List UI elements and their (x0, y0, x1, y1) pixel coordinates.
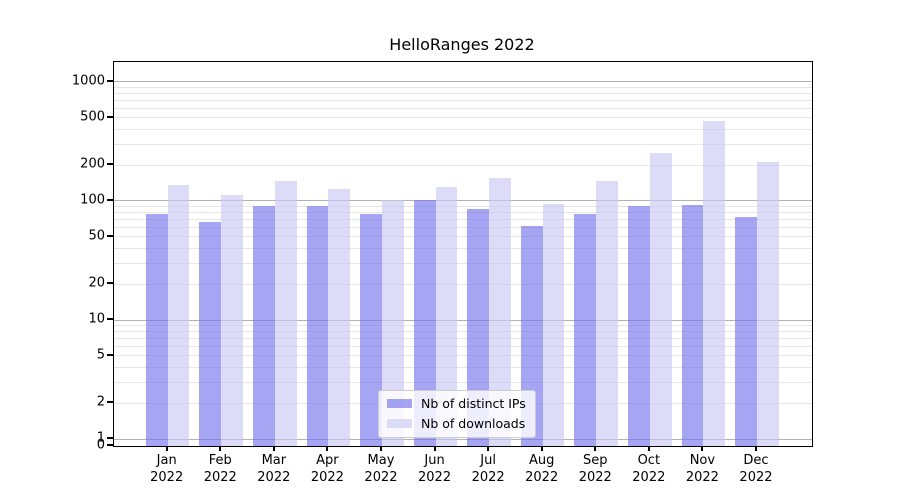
minor-gridline (114, 117, 812, 119)
bar-distinct-ips-jul (467, 208, 490, 446)
bar-distinct-ips-jan (145, 213, 168, 446)
bar-downloads-jun (435, 187, 458, 446)
legend: Nb of distinct IPs Nb of downloads (378, 390, 536, 438)
y-tick-label: 100 (80, 192, 105, 208)
plot-area: Nb of distinct IPs Nb of downloads (113, 61, 813, 447)
x-tick (326, 446, 329, 451)
bar-downloads-dec (756, 161, 779, 446)
x-tick-label: Jun 2022 (418, 453, 452, 485)
bar-downloads-aug (542, 203, 565, 446)
bar-downloads-sep (596, 180, 619, 446)
x-tick (219, 446, 222, 451)
y-tick (107, 115, 113, 118)
minor-gridline (114, 92, 812, 94)
y-tick-label: 1 (96, 430, 105, 446)
x-tick (272, 446, 275, 451)
x-tick-label: Aug 2022 (525, 453, 559, 485)
bar-distinct-ips-sep (574, 214, 597, 446)
x-tick (165, 446, 168, 451)
y-tick-label: 500 (80, 109, 105, 125)
y-tick (107, 318, 113, 321)
x-tick-label: Apr 2022 (310, 453, 344, 485)
y-tick (107, 79, 113, 82)
y-tick (107, 198, 113, 201)
bar-downloads-feb (221, 194, 244, 446)
x-tick (487, 446, 490, 451)
bar-distinct-ips-may (360, 213, 382, 446)
y-tick-label: 2 (96, 394, 105, 410)
major-gridline (114, 81, 812, 83)
y-tick (107, 282, 113, 285)
x-tick (540, 446, 543, 451)
bar-downloads-jul (489, 178, 511, 446)
bar-distinct-ips-dec (735, 217, 757, 446)
bar-downloads-jan (167, 184, 190, 446)
legend-swatch-distinct-ips-icon (387, 399, 412, 408)
y-tick (107, 163, 113, 166)
y-tick (107, 401, 113, 404)
x-tick-label: Mar 2022 (257, 453, 291, 485)
y-tick (107, 444, 113, 446)
y-tick-label: 1000 (71, 73, 105, 89)
bar-distinct-ips-feb (199, 221, 222, 446)
minor-gridline (114, 107, 812, 109)
y-tick-label: 200 (80, 156, 105, 172)
bar-distinct-ips-nov (681, 204, 704, 446)
bar-downloads-oct (649, 152, 672, 446)
bar-distinct-ips-apr (306, 206, 329, 446)
x-tick-label: May 2022 (364, 453, 398, 485)
bar-downloads-may (381, 200, 404, 446)
x-tick (594, 446, 597, 451)
x-tick-label: Feb 2022 (203, 453, 237, 485)
bar-distinct-ips-mar (253, 206, 275, 446)
y-tick-label: 20 (88, 275, 105, 291)
chart-title: HelloRanges 2022 (389, 35, 535, 54)
bar-distinct-ips-oct (628, 206, 650, 446)
y-tick (107, 437, 113, 440)
y-tick-label: 0 (96, 437, 105, 453)
legend-entry-downloads: Nb of downloads (387, 416, 526, 431)
legend-label-distinct-ips: Nb of distinct IPs (421, 396, 526, 411)
x-tick (433, 446, 436, 451)
x-tick (701, 446, 704, 451)
x-tick-label: Sep 2022 (578, 453, 612, 485)
x-tick-label: Dec 2022 (739, 453, 773, 485)
legend-label-downloads: Nb of downloads (421, 416, 526, 431)
legend-entry-distinct-ips: Nb of distinct IPs (387, 396, 526, 411)
x-tick-label: Jul 2022 (471, 453, 505, 485)
y-tick-label: 5 (96, 347, 105, 363)
x-tick-label: Nov 2022 (685, 453, 719, 485)
bar-downloads-nov (703, 121, 726, 446)
x-tick (754, 446, 757, 451)
y-tick-label: 50 (88, 228, 105, 244)
legend-swatch-downloads-icon (387, 419, 412, 428)
y-tick-label: 10 (88, 311, 105, 327)
x-tick-label: Jan 2022 (150, 453, 184, 485)
bar-distinct-ips-jun (413, 199, 436, 446)
y-tick (107, 234, 113, 237)
x-tick-label: Oct 2022 (632, 453, 666, 485)
x-tick (647, 446, 650, 451)
x-tick (379, 446, 382, 451)
bar-downloads-apr (328, 188, 351, 446)
y-tick (107, 353, 113, 356)
minor-gridline (114, 86, 812, 88)
minor-gridline (114, 99, 812, 101)
bar-downloads-mar (274, 180, 297, 446)
